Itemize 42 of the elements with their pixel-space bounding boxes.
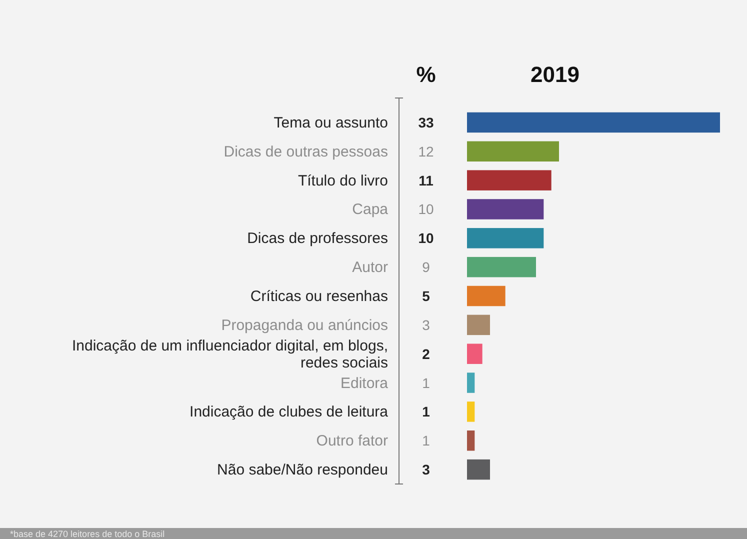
data-label: 1 <box>422 404 430 420</box>
data-label: 3 <box>422 316 430 333</box>
bar <box>467 430 475 451</box>
bar <box>467 112 720 133</box>
data-label: 3 <box>422 462 430 478</box>
bar <box>467 141 559 162</box>
data-label: 5 <box>422 288 430 304</box>
data-label: 12 <box>418 143 434 160</box>
bar <box>467 286 506 306</box>
y-tick-label: Propaganda ou anúncios <box>221 316 388 334</box>
data-label: 1 <box>422 432 430 449</box>
y-tick-label: Tema ou assunto <box>274 114 388 132</box>
data-label: 9 <box>422 259 430 276</box>
y-tick-label: Críticas ou resenhas <box>250 288 388 305</box>
bar <box>467 199 544 220</box>
y-tick-label: Dicas de outras pessoas <box>224 143 388 160</box>
y-tick-label: Indicação de um influenciador digital, em blogs, redes sociais <box>72 337 388 372</box>
y-tick-label: Autor <box>352 259 388 276</box>
bar <box>467 256 536 278</box>
bar <box>467 402 475 422</box>
y-tick-label: Outro fator <box>316 432 388 450</box>
bar <box>467 228 544 248</box>
bar <box>467 372 475 393</box>
y-tick-label: Dicas de professores <box>247 230 388 248</box>
data-label: 33 <box>418 114 434 130</box>
data-label: 2 <box>422 346 430 362</box>
y-tick-label: Indicação de clubes de leitura <box>190 404 389 421</box>
data-label: 10 <box>418 201 434 218</box>
y-tick-label: Título do livro <box>298 172 388 190</box>
bar <box>467 170 552 190</box>
data-label: 1 <box>422 374 430 391</box>
y-tick-label: Editora <box>340 374 389 392</box>
bar <box>467 314 490 336</box>
bar <box>467 344 482 364</box>
data-label: 10 <box>418 230 434 246</box>
text: *base de 4270 leitores de todo o Brasil <box>10 529 165 539</box>
text: % <box>416 62 436 87</box>
y-tick-label: Capa <box>352 201 389 218</box>
bar <box>467 459 490 480</box>
chart-title: 2019 <box>530 62 580 87</box>
data-label: 11 <box>418 172 434 188</box>
y-tick-label: Não sabe/Não respondeu <box>217 462 388 479</box>
